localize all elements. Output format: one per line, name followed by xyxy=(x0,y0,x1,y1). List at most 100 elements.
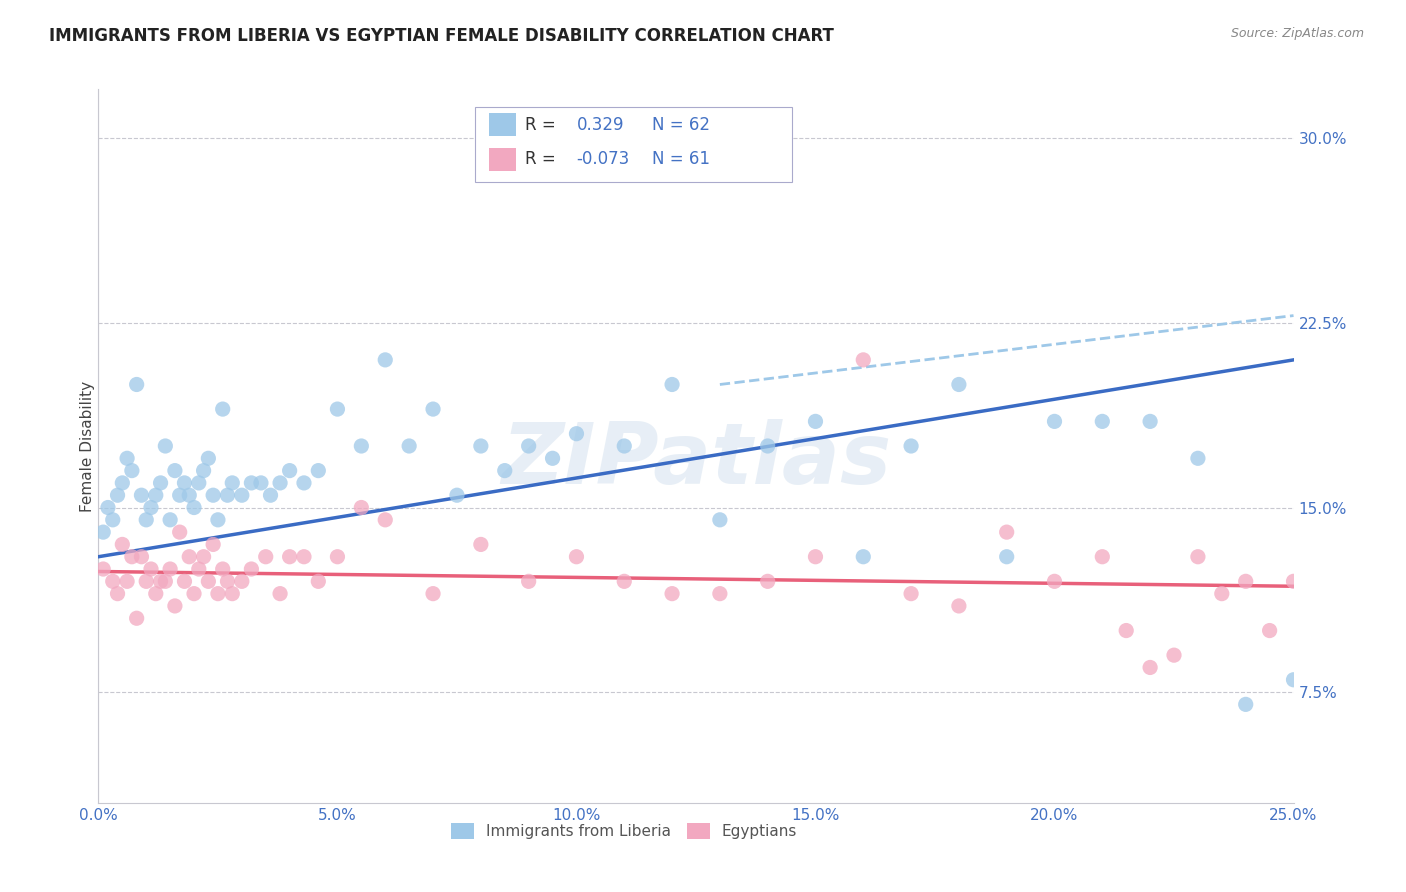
Point xyxy=(193,464,215,478)
Text: IMMIGRANTS FROM LIBERIA VS EGYPTIAN FEMALE DISABILITY CORRELATION CHART: IMMIGRANTS FROM LIBERIA VS EGYPTIAN FEMA… xyxy=(49,27,834,45)
Point xyxy=(187,562,209,576)
Point xyxy=(207,587,229,601)
Point xyxy=(179,488,201,502)
Point xyxy=(173,574,195,589)
Point xyxy=(187,475,209,490)
Point xyxy=(269,587,291,601)
Point xyxy=(183,500,205,515)
Point xyxy=(254,549,277,564)
Point xyxy=(159,562,181,576)
Point xyxy=(900,587,922,601)
Point xyxy=(183,587,205,601)
Text: -0.073: -0.073 xyxy=(576,150,630,168)
Point xyxy=(995,549,1018,564)
Point xyxy=(1091,414,1114,428)
Point xyxy=(756,574,779,589)
Point xyxy=(613,574,636,589)
Point xyxy=(159,513,181,527)
Point xyxy=(1234,574,1257,589)
Point xyxy=(202,488,225,502)
Point xyxy=(307,574,329,589)
Point xyxy=(852,549,875,564)
Point xyxy=(163,599,186,613)
Point xyxy=(398,439,420,453)
Point xyxy=(111,475,134,490)
Point xyxy=(756,439,779,453)
Text: N = 61: N = 61 xyxy=(652,150,710,168)
Point xyxy=(326,402,349,417)
Point xyxy=(278,464,301,478)
Point xyxy=(193,549,215,564)
Point xyxy=(900,439,922,453)
Point xyxy=(259,488,281,502)
Point xyxy=(145,488,167,502)
Point xyxy=(107,488,129,502)
Point xyxy=(231,488,253,502)
Point xyxy=(155,439,177,453)
Point xyxy=(1139,414,1161,428)
Point xyxy=(1282,673,1305,687)
Point xyxy=(995,525,1018,540)
Point xyxy=(269,475,291,490)
Point xyxy=(661,587,683,601)
Point xyxy=(1258,624,1281,638)
Point xyxy=(101,513,124,527)
Point xyxy=(121,549,143,564)
Point xyxy=(446,488,468,502)
Point xyxy=(1234,698,1257,712)
Text: ZIPatlas: ZIPatlas xyxy=(501,418,891,502)
Point xyxy=(221,475,243,490)
Point xyxy=(211,402,233,417)
Bar xyxy=(489,113,516,136)
Point xyxy=(101,574,124,589)
FancyBboxPatch shape xyxy=(475,107,792,182)
Point xyxy=(350,439,373,453)
Point xyxy=(91,562,114,576)
Point xyxy=(250,475,273,490)
Point xyxy=(231,574,253,589)
Point xyxy=(565,549,588,564)
Text: R =: R = xyxy=(524,150,561,168)
Point xyxy=(139,500,162,515)
Point xyxy=(107,587,129,601)
Point xyxy=(661,377,683,392)
Point xyxy=(374,513,396,527)
Point xyxy=(135,574,157,589)
Point xyxy=(804,549,827,564)
Point xyxy=(350,500,373,515)
Point xyxy=(307,464,329,478)
Point xyxy=(613,439,636,453)
Point xyxy=(155,574,177,589)
Point xyxy=(139,562,162,576)
Point xyxy=(1043,574,1066,589)
Point xyxy=(1211,587,1233,601)
Point xyxy=(470,537,492,551)
Point xyxy=(1187,451,1209,466)
Point xyxy=(135,513,157,527)
Point xyxy=(169,488,191,502)
Point xyxy=(131,488,153,502)
Point xyxy=(709,587,731,601)
Point xyxy=(948,377,970,392)
Point xyxy=(217,488,239,502)
Point xyxy=(163,464,186,478)
Point xyxy=(326,549,349,564)
Point xyxy=(217,574,239,589)
Text: N = 62: N = 62 xyxy=(652,116,710,134)
Point xyxy=(115,451,138,466)
Point xyxy=(115,574,138,589)
Point xyxy=(948,599,970,613)
Bar xyxy=(489,148,516,170)
Point xyxy=(149,475,172,490)
Point xyxy=(197,451,219,466)
Point xyxy=(149,574,172,589)
Point xyxy=(541,451,564,466)
Point xyxy=(97,500,120,515)
Point xyxy=(804,414,827,428)
Point xyxy=(278,549,301,564)
Point xyxy=(292,549,315,564)
Point xyxy=(709,513,731,527)
Point xyxy=(374,352,396,367)
Legend: Immigrants from Liberia, Egyptians: Immigrants from Liberia, Egyptians xyxy=(446,817,803,845)
Point xyxy=(240,562,263,576)
